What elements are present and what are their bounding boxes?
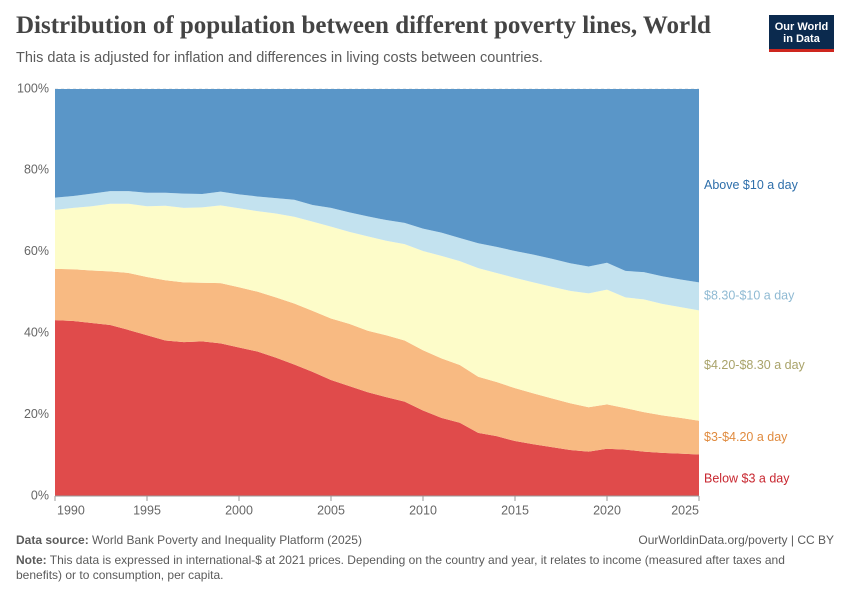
area [55, 320, 699, 496]
note-text: This data is expressed in international-… [16, 553, 785, 582]
source: Data source: World Bank Poverty and Ineq… [16, 533, 362, 547]
logo-text: Our World [774, 21, 829, 33]
subtitle: This data is adjusted for inflation and … [16, 50, 543, 66]
x-tick-label: 2005 [317, 503, 345, 517]
x-tick-label: 2010 [409, 503, 437, 517]
area [55, 268, 699, 455]
source-text: World Bank Poverty and Inequality Platfo… [92, 533, 362, 547]
y-tick-label: 40% [24, 325, 49, 339]
y-tick-label: 100% [17, 81, 49, 95]
legend-label: $8.30-$10 a day [704, 289, 795, 303]
x-tick-label: 1990 [57, 503, 85, 517]
title: Distribution of population between diffe… [16, 12, 711, 39]
y-tick-label: 20% [24, 407, 49, 421]
legend-label: $3-$4.20 a day [704, 430, 788, 444]
legend-label: $4.20-$8.30 a day [704, 358, 806, 372]
x-tick-label: 2000 [225, 503, 253, 517]
legend-label: Above $10 a day [704, 178, 799, 192]
logo-text: in Data [783, 33, 820, 45]
x-tick-label: 2020 [593, 503, 621, 517]
y-tick-label: 0% [31, 488, 49, 502]
source-label: Data source: [16, 533, 89, 547]
note-label: Note: [16, 553, 47, 567]
note: Note: This data is expressed in internat… [16, 553, 816, 583]
legend-label: Below $3 a day [704, 472, 790, 486]
x-tick-label: 2015 [501, 503, 529, 517]
y-tick-label: 60% [24, 244, 49, 258]
area [55, 203, 699, 421]
credit[interactable]: OurWorldinData.org/poverty | CC BY [638, 533, 834, 547]
area [55, 89, 699, 283]
logo[interactable]: Our World in Data [769, 15, 834, 52]
area [55, 191, 699, 311]
x-tick-label: 2025 [671, 503, 699, 517]
y-tick-label: 80% [24, 163, 49, 177]
x-tick-label: 1995 [133, 503, 161, 517]
